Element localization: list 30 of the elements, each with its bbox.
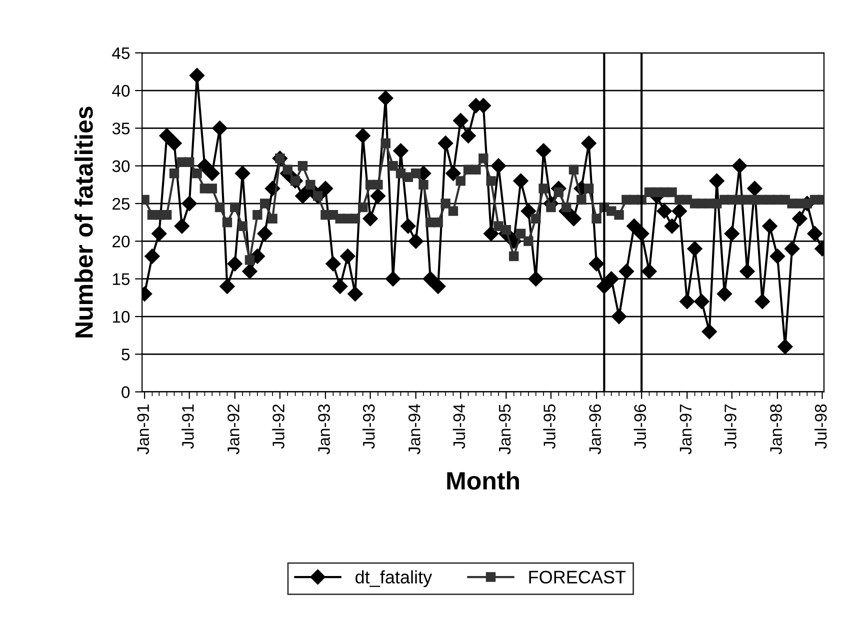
- y-tick-label: 45: [112, 47, 130, 60]
- x-tick-label: Jan-95: [498, 404, 511, 454]
- y-tick-label: 0: [122, 386, 130, 398]
- x-axis-title: Month: [447, 471, 519, 490]
- x-tick-label: Jan-96: [589, 404, 601, 454]
- y-tick-label: 30: [112, 160, 130, 172]
- x-tick-label: Jul-95: [543, 404, 556, 449]
- x-tick-label: Jul-97: [724, 404, 736, 449]
- y-tick-label: 15: [112, 273, 130, 286]
- y-tick-label: 20: [112, 236, 130, 248]
- x-tick-label: Jan-92: [228, 404, 240, 454]
- x-tick-label: Jul-94: [452, 404, 466, 449]
- y-tick-label: 5: [122, 348, 130, 360]
- legend-label: FORECAST: [529, 570, 626, 584]
- x-tick-label: Jan-98: [770, 404, 782, 454]
- y-tick-label: 25: [112, 198, 130, 210]
- y-tick-label: 10: [112, 310, 130, 323]
- x-tick-label: Jan-91: [137, 404, 150, 454]
- y-tick-label: 35: [112, 122, 130, 134]
- x-tick-label: Jan-93: [318, 404, 330, 454]
- x-tick-label: Jul-96: [634, 404, 646, 449]
- x-tick-label: Jul-92: [272, 404, 284, 449]
- y-tick-label: 40: [112, 84, 130, 97]
- x-tick-label: Jan-94: [408, 404, 420, 454]
- x-tick-label: Jul-93: [362, 404, 375, 449]
- y-axis-title: Number of fatalities: [74, 106, 93, 338]
- legend-label: dt_fatality: [356, 570, 432, 588]
- x-tick-label: Jul-91: [182, 404, 194, 449]
- x-tick-label: Jan-97: [680, 404, 692, 454]
- x-tick-label: Jul-98: [814, 404, 827, 449]
